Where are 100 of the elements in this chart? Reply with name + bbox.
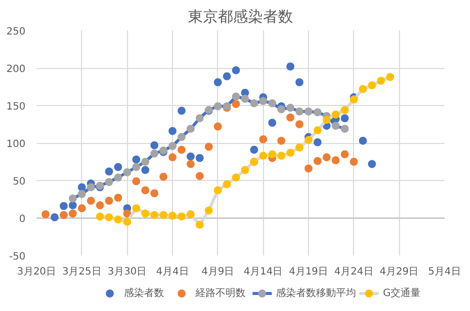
point (332, 156, 340, 164)
point (60, 211, 68, 219)
point (141, 186, 150, 194)
point (141, 158, 150, 166)
point (132, 156, 140, 164)
point (141, 166, 150, 174)
point (350, 96, 358, 104)
point (114, 163, 122, 171)
point (68, 194, 77, 202)
y-tick-label: 100 (6, 139, 26, 150)
point (259, 97, 268, 105)
x-tick-label: 4月19日 (288, 266, 328, 278)
point (286, 104, 294, 112)
point (78, 204, 86, 212)
y-tick-label: 0 (19, 214, 26, 225)
point (250, 99, 258, 108)
point (150, 189, 158, 198)
point (295, 108, 304, 116)
point (105, 178, 114, 186)
point (123, 210, 132, 218)
point (340, 106, 349, 114)
point (105, 196, 114, 205)
point (123, 218, 132, 226)
point (204, 142, 213, 151)
point (386, 73, 394, 81)
x-tick-label: 4月24日 (334, 266, 374, 278)
point (277, 152, 286, 160)
point (186, 152, 195, 160)
point (196, 114, 204, 122)
point (358, 85, 367, 93)
point (277, 136, 286, 145)
point (186, 210, 195, 218)
point (350, 158, 358, 166)
point (314, 126, 322, 134)
y-tick-label: 150 (6, 102, 26, 112)
point (214, 78, 222, 86)
point (114, 174, 122, 182)
point (196, 154, 204, 162)
point (286, 114, 294, 122)
point (196, 172, 204, 180)
point (295, 120, 304, 128)
point (295, 144, 304, 152)
x-tick-label: 3月30日 (108, 266, 147, 278)
point (132, 204, 140, 212)
point (60, 202, 68, 210)
point (178, 106, 186, 115)
y-tick-label: 50 (12, 176, 26, 188)
y-tick-label: -50 (9, 252, 26, 262)
point (105, 213, 114, 222)
y-tick-label: 200 (6, 64, 26, 75)
point (232, 100, 240, 108)
point (322, 153, 331, 162)
point (178, 212, 186, 220)
point (268, 150, 276, 158)
point (78, 190, 86, 198)
point (159, 211, 168, 219)
point (277, 105, 286, 114)
x-tick-label: 3月25日 (62, 266, 102, 278)
x-tick-label: 5月4日 (428, 266, 461, 278)
point (340, 124, 349, 133)
point (150, 141, 158, 150)
point (68, 210, 77, 218)
point (232, 174, 240, 182)
point (68, 201, 77, 210)
point (168, 127, 176, 135)
point (150, 211, 158, 219)
point (50, 213, 59, 222)
point (340, 114, 349, 122)
point (141, 210, 150, 218)
point (304, 136, 312, 144)
point (222, 180, 231, 188)
point (304, 164, 312, 172)
point (232, 66, 240, 74)
point (314, 157, 322, 165)
legend-label: 感染者数 (124, 287, 164, 299)
point (186, 124, 195, 133)
legend-label: 経路不明数 (194, 287, 246, 299)
point (232, 92, 240, 100)
point (114, 216, 122, 224)
point (314, 138, 322, 146)
legend-label: G交通量 (382, 287, 421, 299)
point (178, 146, 186, 154)
point (250, 146, 258, 154)
point (42, 210, 50, 218)
point (241, 94, 250, 103)
point (132, 177, 140, 186)
point (86, 183, 95, 192)
point (332, 110, 340, 118)
point (78, 183, 86, 192)
point (268, 99, 276, 108)
point (259, 135, 268, 144)
point (159, 172, 168, 181)
point (268, 118, 276, 127)
point (304, 108, 312, 116)
point (96, 212, 104, 220)
point (150, 150, 158, 158)
point (214, 102, 222, 110)
point (368, 160, 376, 168)
point (377, 76, 386, 85)
point (168, 142, 176, 150)
